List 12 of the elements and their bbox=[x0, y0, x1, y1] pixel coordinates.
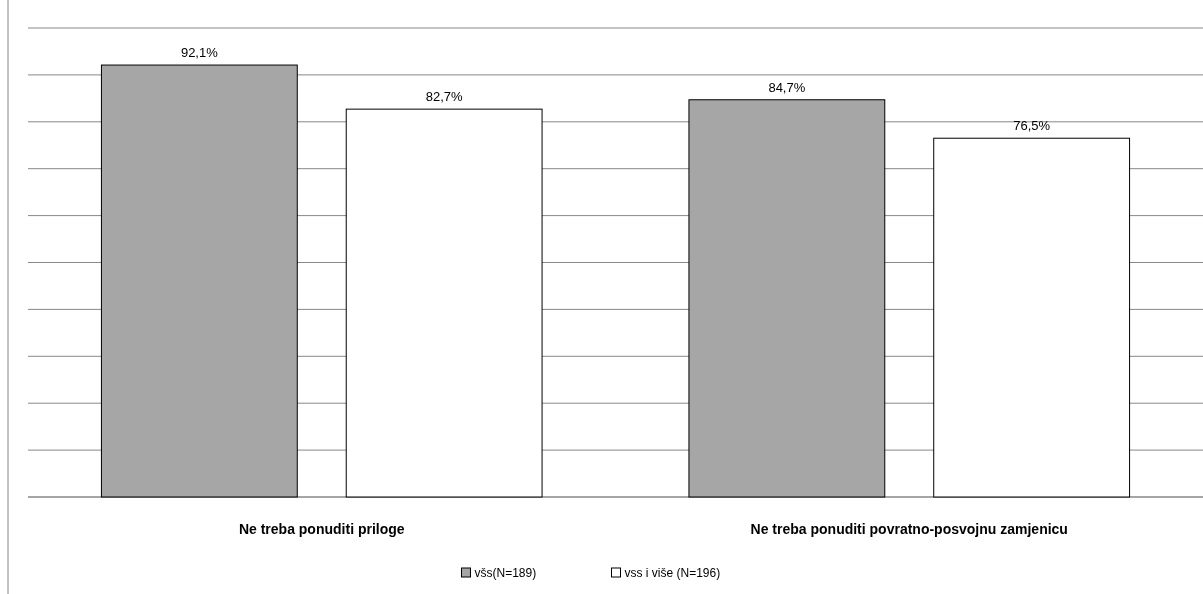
data-label: 84,7% bbox=[768, 79, 806, 95]
data-label: 82,7% bbox=[425, 89, 464, 105]
legend-label: vss i više (N=196) bbox=[624, 566, 721, 580]
bar bbox=[933, 137, 1131, 498]
x-tick-label: Ne treba ponuditi povratno-posvojnu zamjenicu bbox=[750, 521, 1068, 537]
x-tick-label: Ne treba ponuditi priloge bbox=[238, 521, 405, 537]
bar bbox=[100, 64, 298, 498]
data-label: 92,1% bbox=[180, 45, 219, 61]
data-label: 76,5% bbox=[1013, 118, 1051, 134]
bar bbox=[688, 99, 886, 498]
legend-label: všs(N=189) bbox=[474, 566, 537, 580]
bar bbox=[345, 108, 543, 498]
